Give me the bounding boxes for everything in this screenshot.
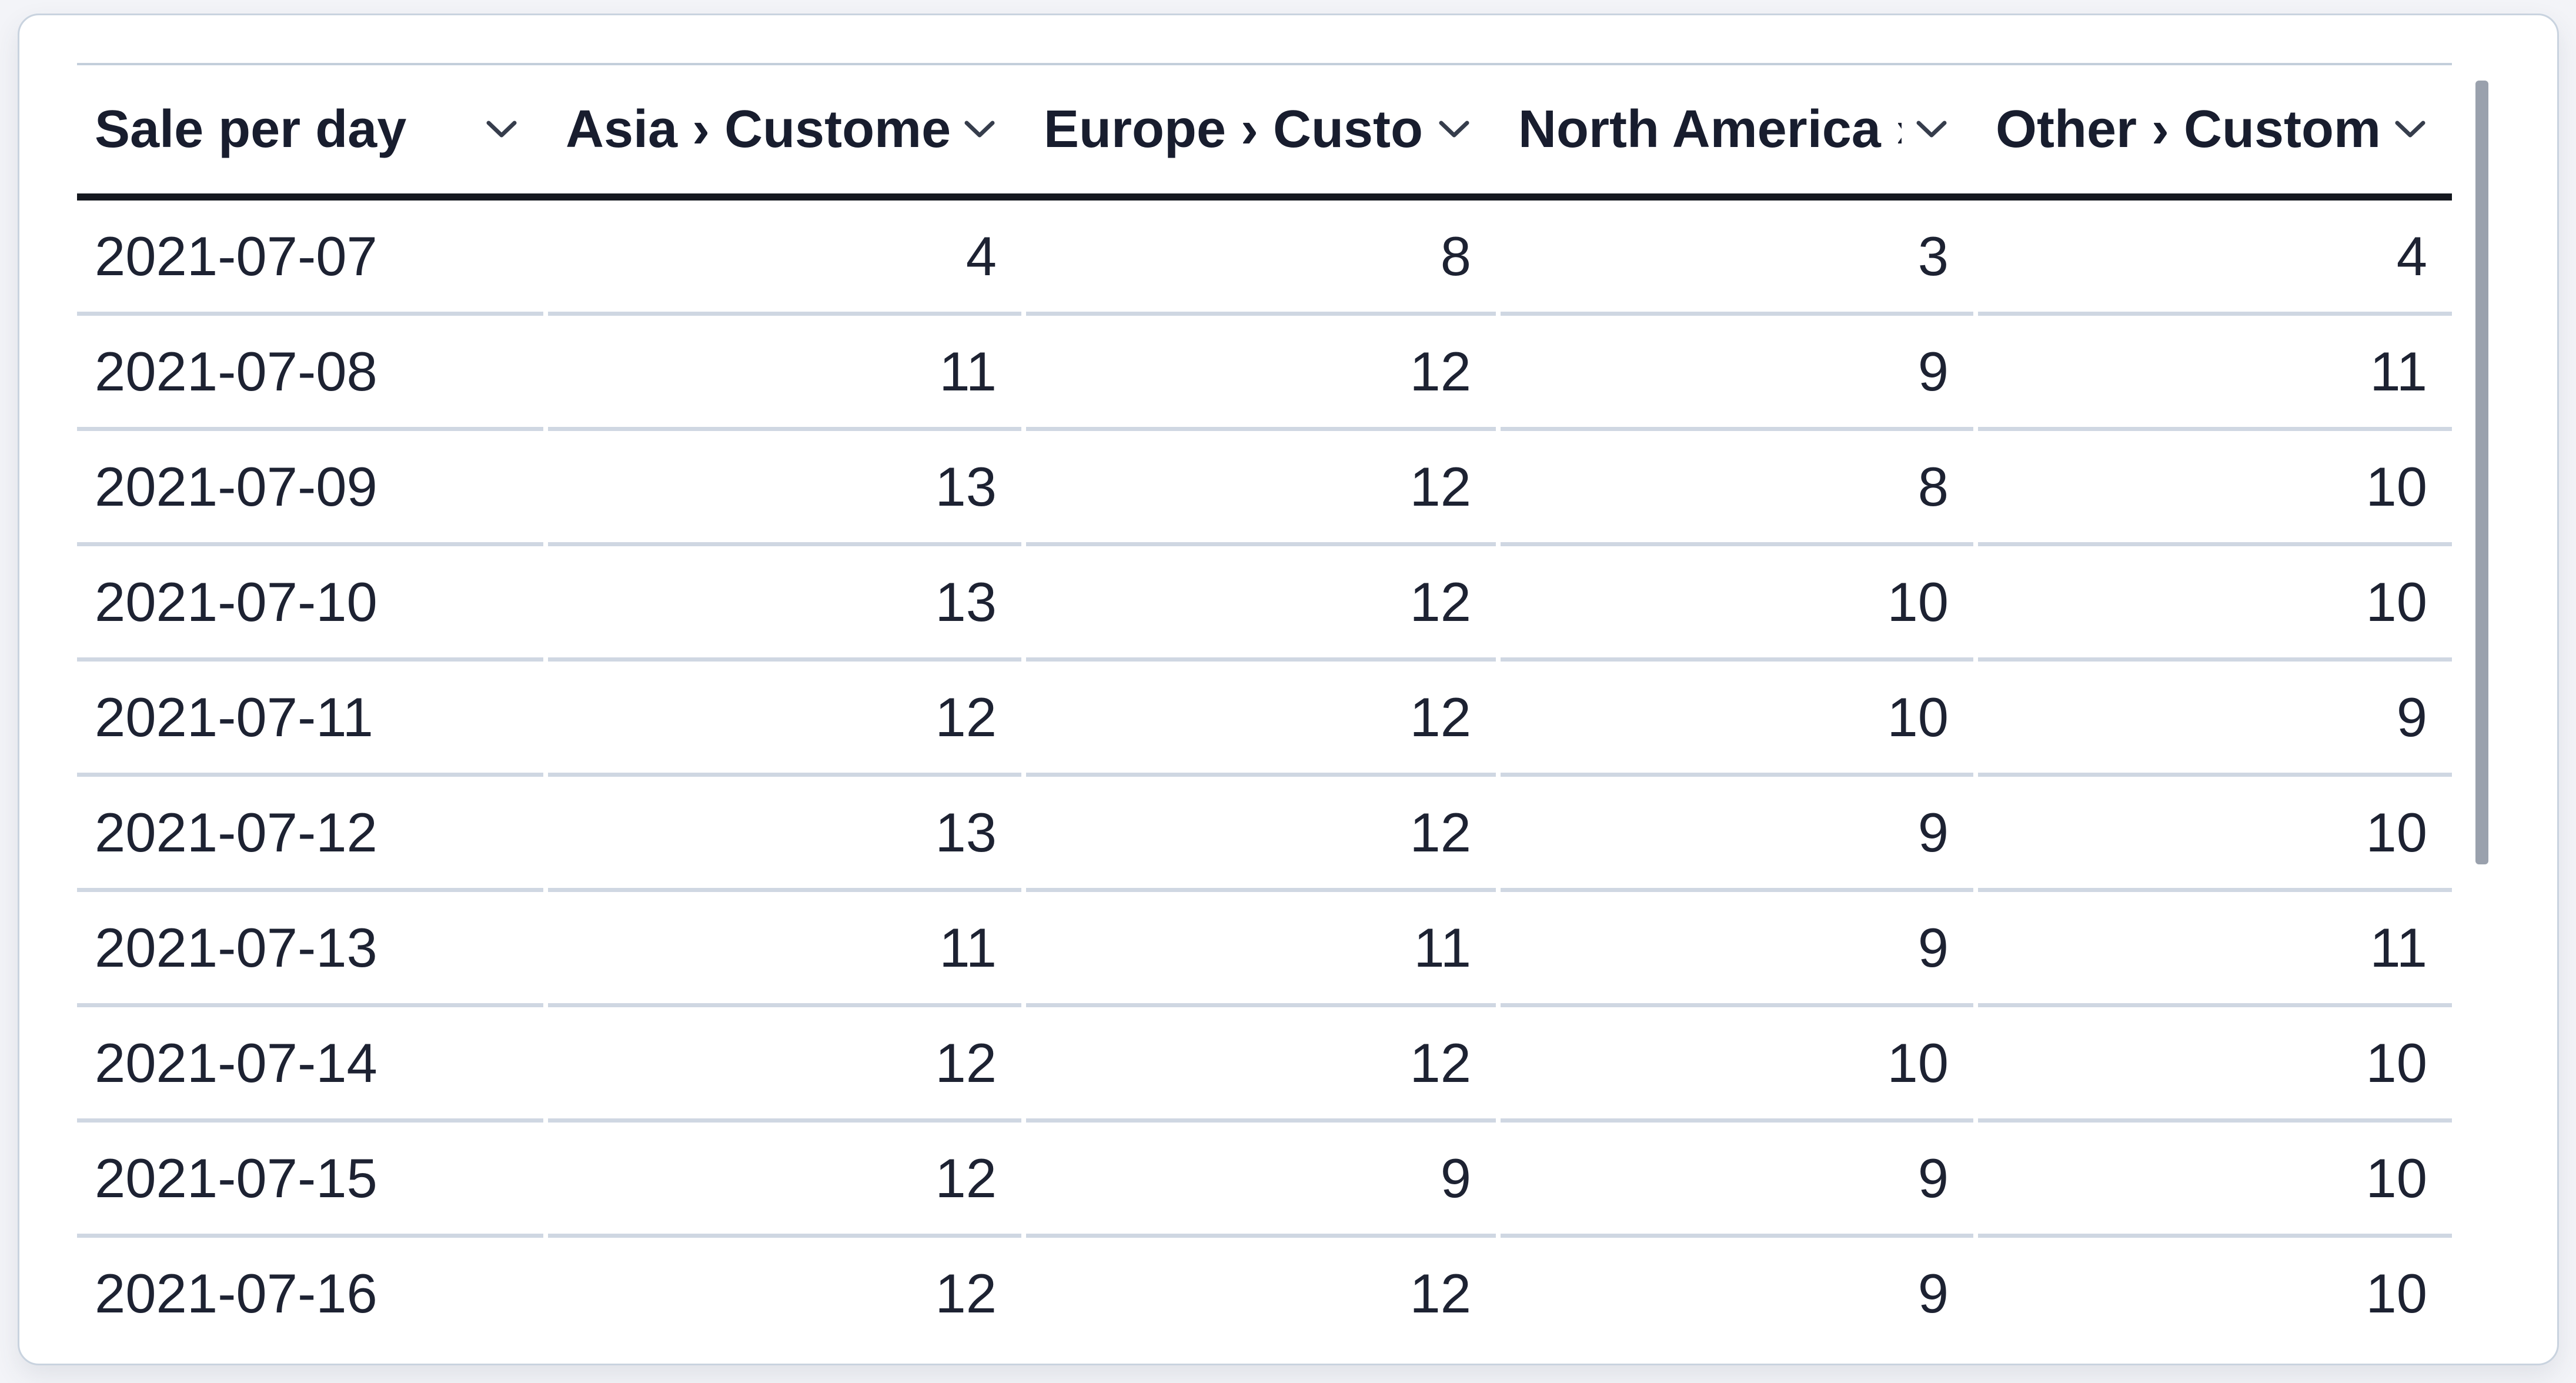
value-cell: 12 <box>548 1007 1021 1123</box>
value-cell: 11 <box>548 316 1021 431</box>
vertical-scrollbar-thumb[interactable] <box>2475 81 2488 864</box>
table-row: 2021-07-11 12 12 10 9 <box>77 662 2452 777</box>
value-cell: 3 <box>1501 201 1973 316</box>
table-row: 2021-07-16 12 12 9 10 <box>77 1238 2452 1341</box>
date-cell: 2021-07-10 <box>77 546 543 662</box>
table-row: 2021-07-10 13 12 10 10 <box>77 546 2452 662</box>
date-cell: 2021-07-11 <box>77 662 543 777</box>
table-row: 2021-07-13 11 11 9 11 <box>77 892 2452 1007</box>
value-cell: 10 <box>1978 546 2452 662</box>
chevron-down-icon[interactable] <box>1915 119 1949 140</box>
value-cell: 9 <box>1501 777 1973 892</box>
chevron-down-icon[interactable] <box>485 119 519 140</box>
chevron-down-icon[interactable] <box>963 119 997 140</box>
value-cell: 10 <box>1978 431 2452 546</box>
value-cell: 11 <box>1978 316 2452 431</box>
value-cell: 10 <box>1501 1007 1973 1123</box>
value-cell: 8 <box>1026 201 1496 316</box>
date-cell: 2021-07-15 <box>77 1123 543 1238</box>
value-cell: 9 <box>1501 1123 1973 1238</box>
table-row: 2021-07-08 11 12 9 11 <box>77 316 2452 431</box>
table-card: Sale per day Asia › Customers Europe › Cus… <box>18 14 2559 1365</box>
table-row: 2021-07-14 12 12 10 10 <box>77 1007 2452 1123</box>
chevron-down-icon[interactable] <box>2393 119 2427 140</box>
value-cell: 9 <box>1501 892 1973 1007</box>
value-cell: 10 <box>1978 1238 2452 1341</box>
date-cell: 2021-07-07 <box>77 201 543 316</box>
table-body: 2021-07-07 4 8 3 4 2021-07-08 11 12 9 11 2021-07-0… <box>77 201 2452 1341</box>
column-header-label: Asia › Customers <box>566 99 950 159</box>
value-cell: 9 <box>1026 1123 1496 1238</box>
column-header-2[interactable]: Europe › Customers <box>1026 65 1496 193</box>
date-cell: 2021-07-09 <box>77 431 543 546</box>
value-cell: 12 <box>1026 546 1496 662</box>
sale-per-day-table: Sale per day Asia › Customers Europe › Cus… <box>77 63 2452 1341</box>
value-cell: 8 <box>1501 431 1973 546</box>
value-cell: 12 <box>1026 777 1496 892</box>
value-cell: 9 <box>1501 1238 1973 1341</box>
value-cell: 11 <box>1026 892 1496 1007</box>
value-cell: 12 <box>1026 1238 1496 1341</box>
column-header-label: Sale per day <box>95 99 407 159</box>
table-row: 2021-07-15 12 9 9 10 <box>77 1123 2452 1238</box>
value-cell: 9 <box>1501 316 1973 431</box>
value-cell: 11 <box>1978 892 2452 1007</box>
value-cell: 13 <box>548 546 1021 662</box>
value-cell: 4 <box>1978 201 2452 316</box>
value-cell: 12 <box>548 1123 1021 1238</box>
date-cell: 2021-07-08 <box>77 316 543 431</box>
chevron-down-icon[interactable] <box>1437 119 1471 140</box>
column-header-0[interactable]: Sale per day <box>77 65 543 193</box>
date-cell: 2021-07-16 <box>77 1238 543 1341</box>
value-cell: 12 <box>1026 316 1496 431</box>
date-cell: 2021-07-13 <box>77 892 543 1007</box>
value-cell: 10 <box>1978 1123 2452 1238</box>
value-cell: 12 <box>1026 662 1496 777</box>
date-cell: 2021-07-12 <box>77 777 543 892</box>
value-cell: 4 <box>548 201 1021 316</box>
column-header-3[interactable]: North America › Customers <box>1501 65 1973 193</box>
column-header-label: North America › Customers <box>1518 99 1902 159</box>
value-cell: 9 <box>1978 662 2452 777</box>
table-row: 2021-07-09 13 12 8 10 <box>77 431 2452 546</box>
value-cell: 10 <box>1978 777 2452 892</box>
column-header-4[interactable]: Other › Customers <box>1978 65 2452 193</box>
table-row: 2021-07-12 13 12 9 10 <box>77 777 2452 892</box>
value-cell: 13 <box>548 777 1021 892</box>
value-cell: 12 <box>548 1238 1021 1341</box>
value-cell: 12 <box>1026 1007 1496 1123</box>
value-cell: 12 <box>1026 431 1496 546</box>
value-cell: 10 <box>1501 546 1973 662</box>
value-cell: 11 <box>548 892 1021 1007</box>
column-header-label: Europe › Customers <box>1044 99 1424 159</box>
column-header-1[interactable]: Asia › Customers <box>548 65 1021 193</box>
table-header-row: Sale per day Asia › Customers Europe › Cus… <box>77 63 2452 201</box>
value-cell: 12 <box>548 662 1021 777</box>
value-cell: 10 <box>1978 1007 2452 1123</box>
column-header-label: Other › Customers <box>1996 99 2380 159</box>
table-row: 2021-07-07 4 8 3 4 <box>77 201 2452 316</box>
value-cell: 10 <box>1501 662 1973 777</box>
date-cell: 2021-07-14 <box>77 1007 543 1123</box>
value-cell: 13 <box>548 431 1021 546</box>
